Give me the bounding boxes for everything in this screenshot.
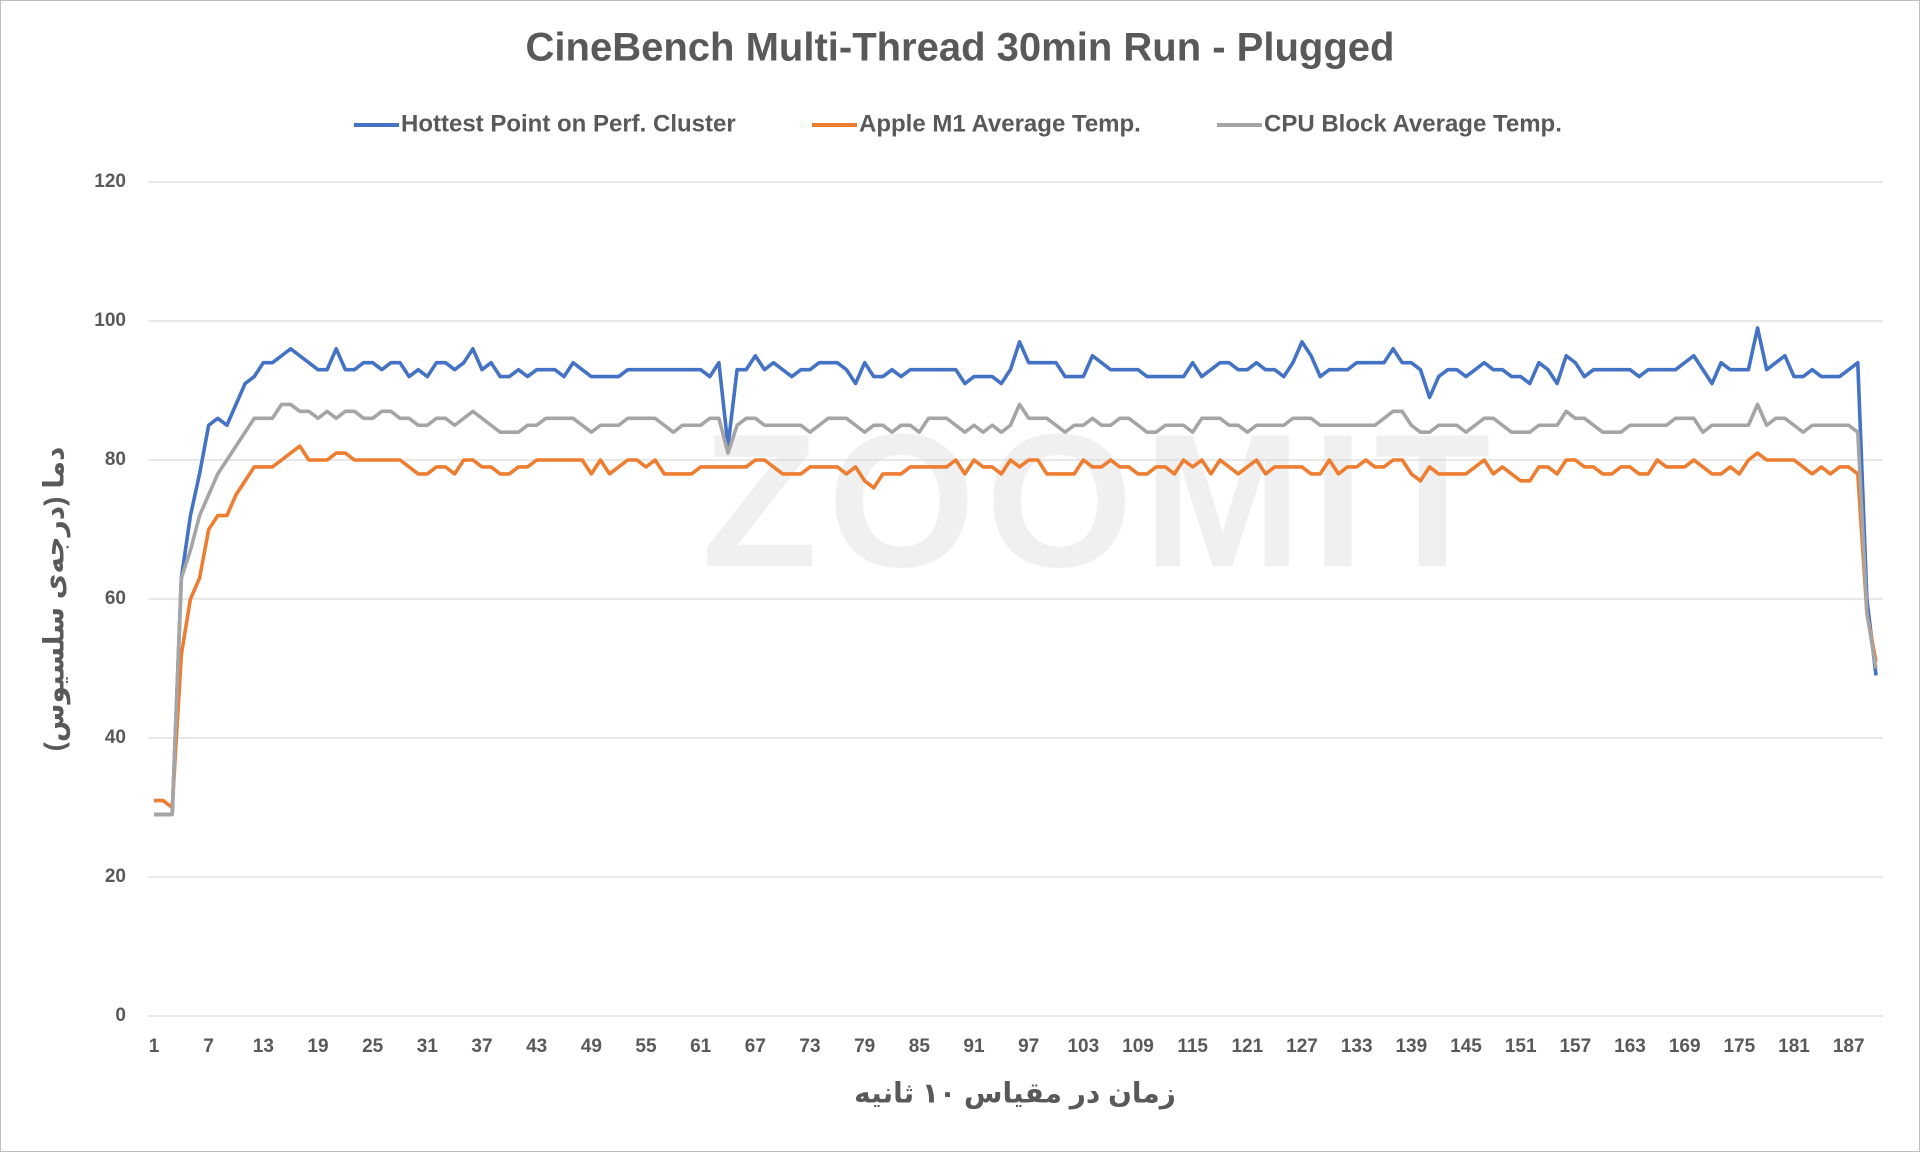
- x-tick-label: 127: [1286, 1036, 1318, 1057]
- x-tick-label: 55: [635, 1036, 657, 1057]
- x-tick-label: 139: [1395, 1036, 1427, 1057]
- x-tick-label: 91: [963, 1036, 985, 1057]
- x-tick-label: 187: [1833, 1036, 1865, 1057]
- series-line: [154, 444, 1878, 810]
- y-tick-label: 60: [105, 588, 126, 609]
- x-tick-label: 1: [149, 1036, 160, 1057]
- x-tick-label: 49: [581, 1036, 602, 1057]
- x-tick-label: 181: [1778, 1036, 1810, 1057]
- y-tick-label: 120: [94, 171, 126, 192]
- series-line: [154, 402, 1878, 817]
- y-tick-label: 40: [105, 727, 126, 748]
- x-tick-label: 103: [1067, 1036, 1099, 1057]
- x-tick-label: 43: [526, 1036, 547, 1057]
- x-tick-label: 31: [417, 1036, 439, 1057]
- x-tick-label: 25: [362, 1036, 384, 1057]
- x-tick-label: 109: [1122, 1036, 1154, 1057]
- legend-label: Hottest Point on Perf. Cluster: [401, 110, 736, 137]
- y-tick-label: 100: [94, 310, 126, 331]
- legend-label: CPU Block Average Temp.: [1264, 110, 1562, 137]
- x-tick-label: 97: [1018, 1036, 1039, 1057]
- x-tick-label: 7: [203, 1036, 214, 1057]
- x-tick-label: 163: [1614, 1036, 1646, 1057]
- x-tick-label: 145: [1450, 1036, 1482, 1057]
- x-tick-label: 13: [253, 1036, 274, 1057]
- x-tick-label: 157: [1559, 1036, 1591, 1057]
- x-tick-label: 19: [307, 1036, 328, 1057]
- x-tick-label: 169: [1669, 1036, 1701, 1057]
- x-tick-label: 121: [1231, 1036, 1263, 1057]
- x-tick-label: 79: [854, 1036, 875, 1057]
- x-tick-label: 61: [690, 1036, 712, 1057]
- x-tick-label: 73: [799, 1036, 820, 1057]
- x-tick-label: 37: [471, 1036, 492, 1057]
- legend-label: Apple M1 Average Temp.: [859, 110, 1141, 137]
- x-tick-label: 133: [1341, 1036, 1373, 1057]
- chart-title: CineBench Multi-Thread 30min Run - Plugg…: [526, 26, 1395, 70]
- x-tick-label: 67: [745, 1036, 766, 1057]
- y-tick-label: 80: [105, 449, 126, 470]
- watermark: ZOOMIT: [702, 395, 1501, 607]
- x-tick-label: 85: [909, 1036, 931, 1057]
- y-axis-label: دما (درجه‌ی سلسیوس): [38, 447, 70, 752]
- y-tick-label: 20: [105, 866, 126, 887]
- series-line: [154, 326, 1878, 817]
- x-tick-label: 175: [1723, 1036, 1755, 1057]
- x-axis-label: زمان در مقیاس ۱۰ ثانیه: [854, 1077, 1176, 1109]
- x-tick-label: 151: [1505, 1036, 1537, 1057]
- y-tick-label: 0: [115, 1005, 126, 1026]
- x-tick-label: 115: [1177, 1036, 1208, 1057]
